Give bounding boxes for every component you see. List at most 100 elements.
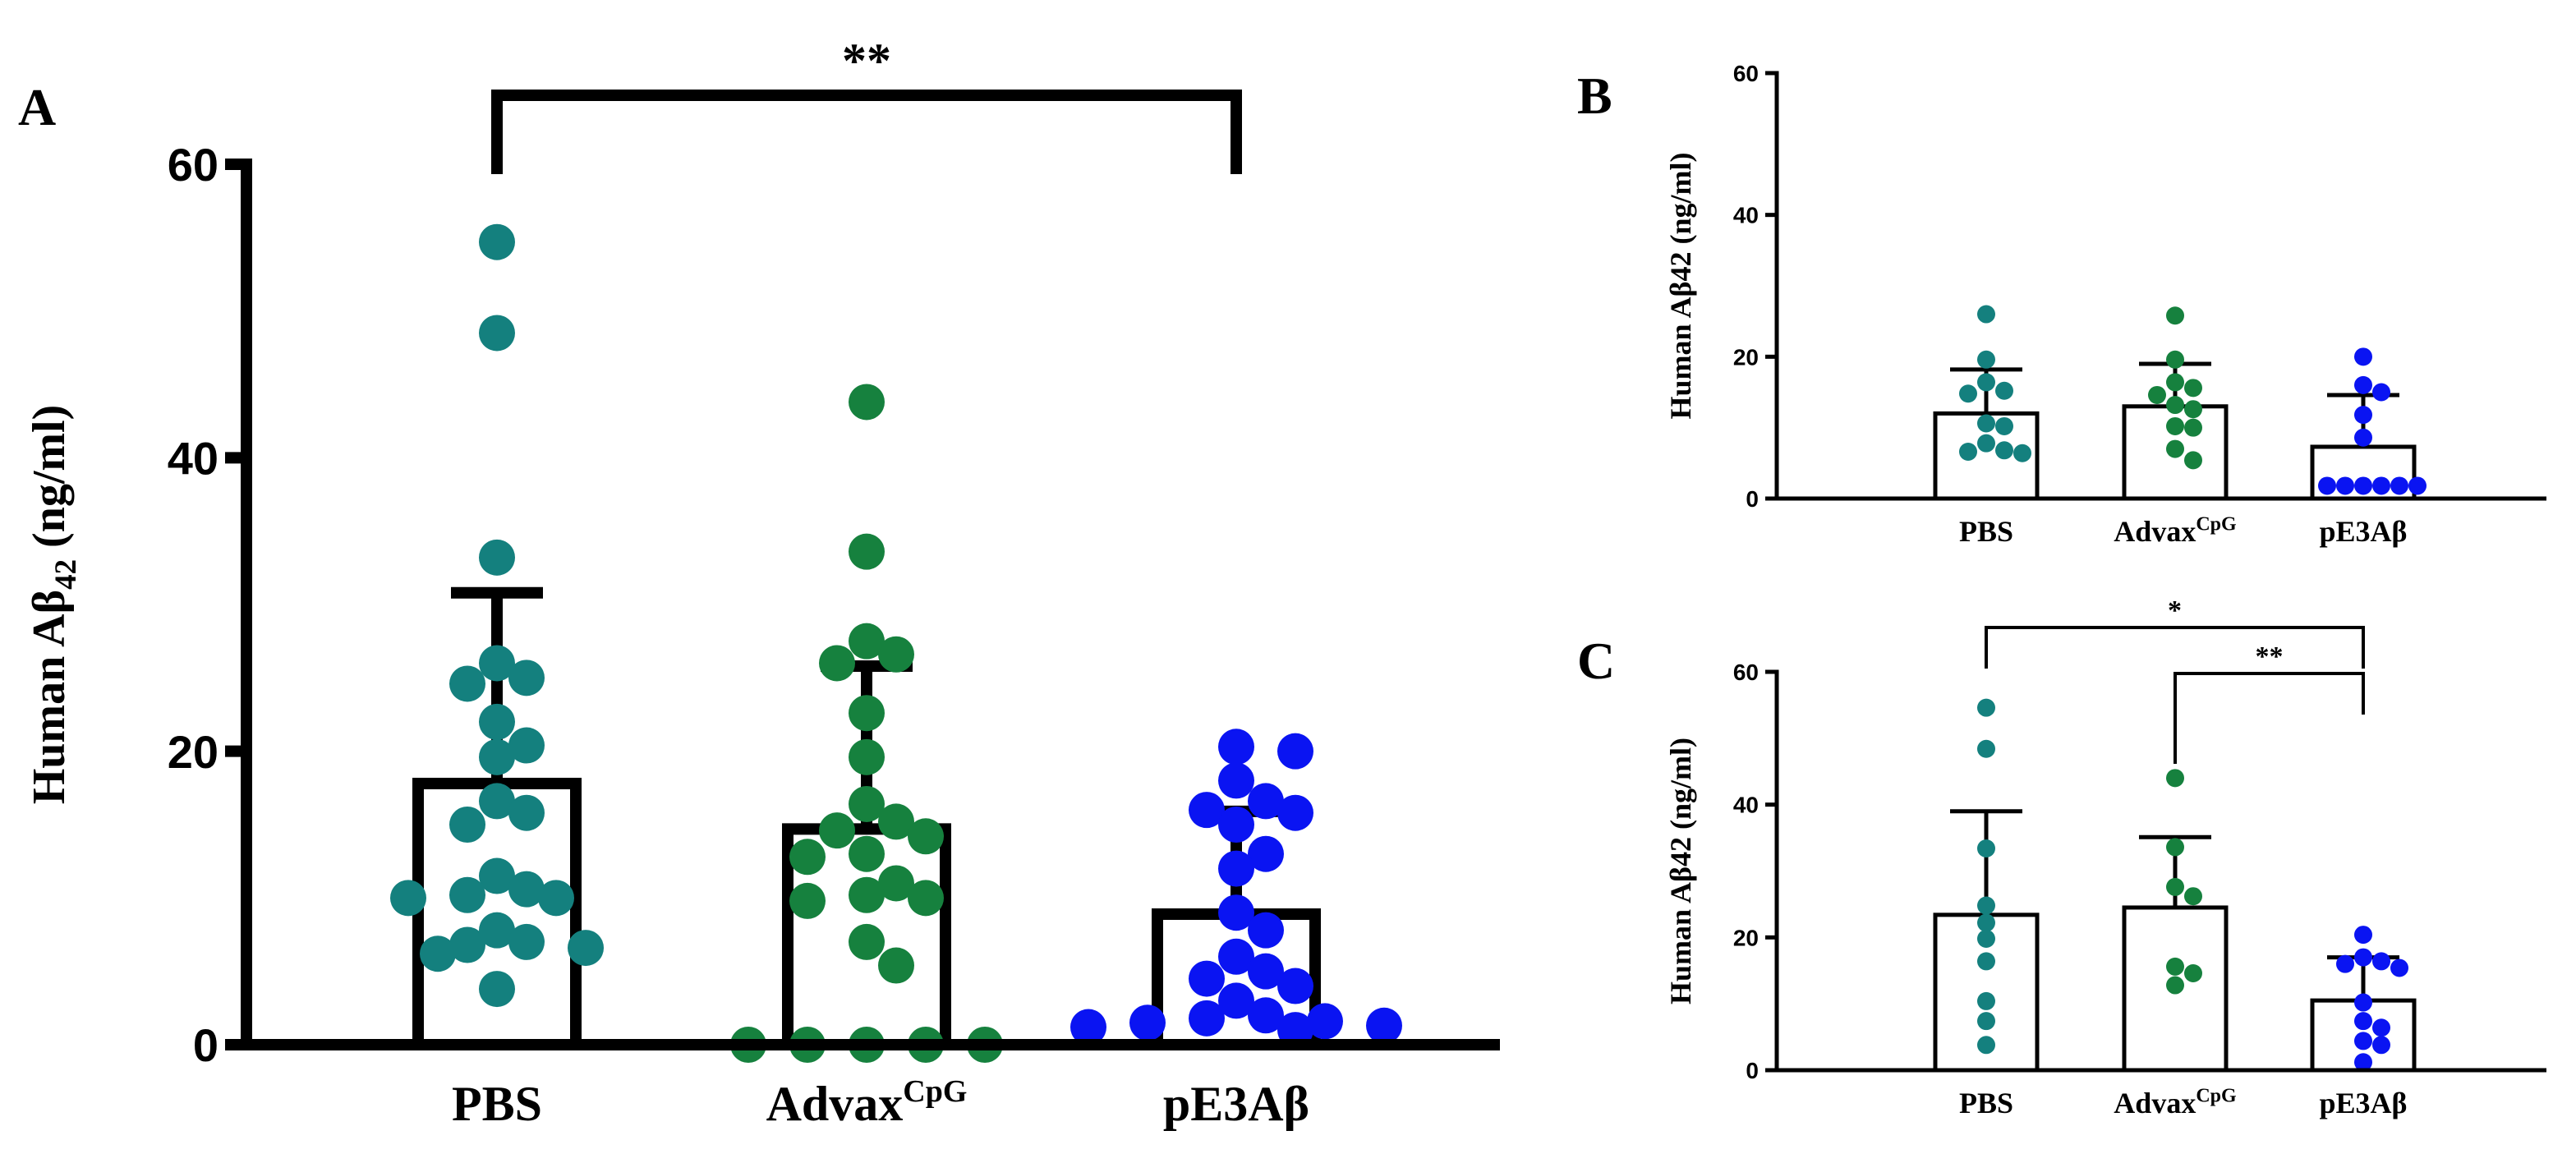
category-label-main: Advax [2114,1087,2196,1119]
significance-label: * [2168,595,2182,626]
data-point [1995,416,2013,435]
data-point [1977,350,1995,369]
y-tick-label: 40 [168,432,218,484]
data-point [849,695,885,732]
significance-bracket [491,90,1242,174]
data-point [2372,952,2390,971]
data-point [479,703,515,740]
data-point [479,223,515,260]
y-tick-label-text: 20 [1733,344,1759,370]
data-point [1277,794,1313,831]
data-point [2354,428,2372,447]
data-point [2166,877,2184,896]
category-label: PBS [1959,515,2013,548]
data-point [2166,957,2184,976]
data-point [1977,1012,1995,1031]
y-tick-label: 20 [1733,344,1759,370]
data-point [2184,400,2202,419]
data-point [2184,963,2202,982]
data-point [1977,929,1995,948]
data-point [849,384,885,421]
data-point [2184,418,2202,437]
data-point [508,727,545,764]
data-point [479,738,515,775]
data-point [878,865,914,902]
y-tick-label: 0 [1746,486,1759,512]
y-tick-label: 60 [1733,61,1759,86]
category-label-main: PBS [452,1077,542,1131]
y-axis-label: Human Aβ42 (ng/ml) [1664,738,1697,1004]
y-tick-label-text: 20 [1733,925,1759,950]
y-tick-label-text: 20 [168,726,218,778]
y-tick-label: 40 [1733,203,1759,228]
data-point [2372,476,2390,495]
data-point [1218,982,1254,1019]
panel-a: A 0 20 40 60 Human Aβ42 (ng/ml) PBS AdvaxCpG pE3… [18,34,1500,1131]
y-tick-label-text: 40 [1733,203,1759,228]
data-point [420,935,456,972]
data-point [789,839,826,876]
data-point [2354,1053,2372,1072]
data-point [1070,1009,1106,1046]
data-point [2166,838,2184,857]
data-point [538,880,574,917]
category-label-main: Advax [2114,515,2196,548]
significance-bracket [2174,672,2365,764]
significance-label-text: * [2168,595,2182,626]
y-tick-label: 20 [1733,925,1759,950]
data-point [1307,1003,1343,1040]
data-point [479,783,515,820]
data-point [878,636,914,673]
data-point [2166,976,2184,995]
data-point [849,923,885,960]
significance-bracket [1985,626,2365,669]
data-point [479,857,515,894]
data-point [878,947,914,984]
data-point [1189,1000,1225,1037]
data-point [1277,733,1313,770]
data-point [2372,1036,2390,1055]
data-point [2354,476,2372,495]
data-point [1977,1036,1995,1055]
data-point [2354,948,2372,967]
data-point [2354,375,2372,394]
panel-letter: A [18,78,56,136]
data-point [2372,1018,2390,1037]
y-tick-label: 60 [168,139,218,191]
data-point [849,876,885,913]
data-point [1277,968,1313,1004]
data-point [2184,379,2202,398]
data-point [1218,850,1254,887]
data-point [1218,729,1254,765]
data-point [2166,416,2184,435]
data-point [479,539,515,576]
data-point [2148,385,2166,404]
data-point [819,645,855,682]
category-label-superscript: CpG [2196,1085,2237,1106]
y-axis-label-main: Human Aβ42 (ng/ml) [1664,738,1697,1004]
data-point [1366,1007,1402,1044]
data-point [1218,807,1254,843]
data-point [390,880,426,917]
y-tick-label-text: 40 [1733,793,1759,818]
y-axis-label-main: Human Aβ42 (ng/ml) [1664,152,1697,419]
y-tick-label: 60 [1733,660,1759,685]
data-point [2013,444,2031,462]
category-label-superscript: CpG [2196,513,2237,535]
data-point [908,818,944,855]
category-label-main: PBS [1959,1087,2013,1119]
y-axis-label-subscript: 42 [48,559,82,590]
category-label: PBS [452,1077,542,1131]
y-axis-label: Human Aβ42 (ng/ml) [24,405,82,805]
y-tick-label-text: 60 [1733,61,1759,86]
data-point [1977,698,1995,717]
data-point [2166,306,2184,325]
data-point [508,794,545,831]
data-point [1129,1004,1166,1041]
category-label: pE3Aβ [2320,515,2408,548]
y-tick-label-text: 0 [1746,486,1759,512]
category-label-superscript: CpG [903,1074,967,1109]
y-axis-label: Human Aβ42 (ng/ml) [1664,152,1697,419]
data-point [2354,1012,2372,1031]
